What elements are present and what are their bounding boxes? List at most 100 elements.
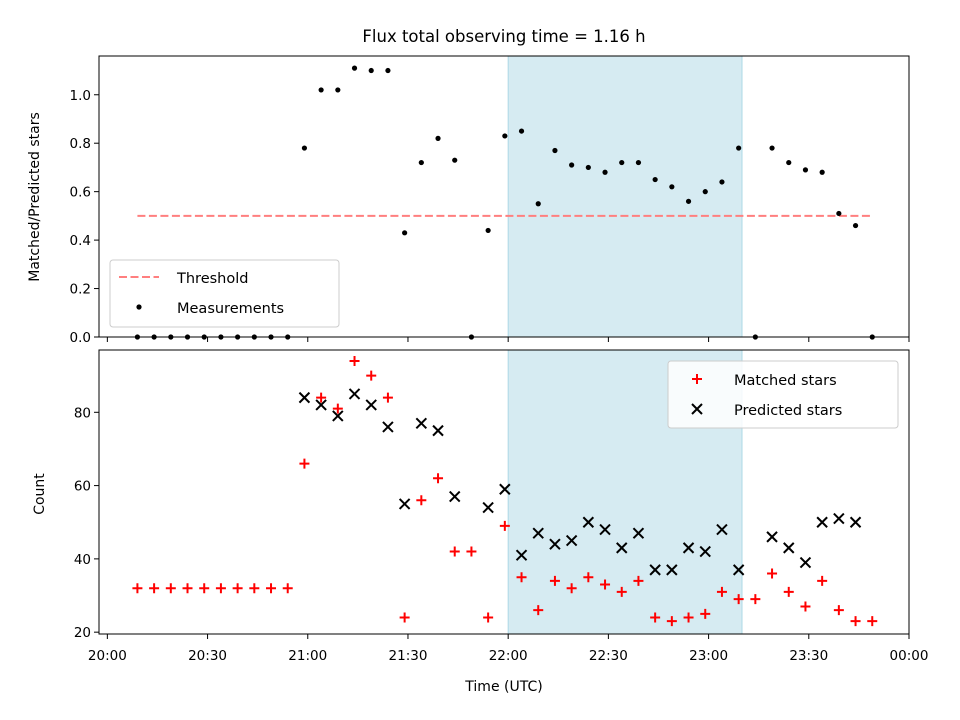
- chart-title: Flux total observing time = 1.16 h: [362, 27, 645, 46]
- data-point: [833, 512, 845, 525]
- data-point: [565, 534, 578, 547]
- data-point: [452, 157, 458, 163]
- legend: Matched stars Predicted stars: [667, 360, 899, 429]
- data-point: [619, 159, 625, 166]
- data-point: [649, 564, 661, 576]
- data-point: [736, 145, 742, 151]
- data-point: [769, 145, 775, 151]
- data-point: [449, 546, 460, 557]
- bottom-y-axis-label: Count: [32, 473, 48, 515]
- data-point: [502, 133, 508, 139]
- data-point: [585, 164, 591, 171]
- data-point: [549, 575, 560, 586]
- data-point: [399, 612, 410, 623]
- data-point: [600, 579, 611, 590]
- data-point: [385, 67, 391, 74]
- data-point: [599, 523, 611, 536]
- y-tick-label: 40: [74, 552, 91, 568]
- data-point: [669, 184, 675, 190]
- data-point: [432, 424, 444, 437]
- data-point: [566, 583, 577, 594]
- data-point: [700, 608, 711, 619]
- y-tick-label: 60: [74, 479, 91, 495]
- data-point: [215, 583, 226, 594]
- legend-box: [667, 360, 899, 429]
- data-point: [351, 65, 358, 71]
- x-tick-label: 21:30: [389, 648, 428, 664]
- data-point: [433, 473, 444, 484]
- y-tick-label: 0.8: [70, 136, 91, 152]
- data-point: [199, 583, 210, 594]
- data-point: [368, 67, 374, 74]
- data-point: [402, 230, 408, 236]
- data-point: [318, 87, 324, 93]
- data-point: [182, 583, 193, 594]
- data-point: [786, 159, 792, 166]
- data-point: [702, 189, 708, 195]
- y-tick-label: 0.4: [70, 233, 91, 249]
- data-point: [449, 490, 461, 503]
- data-point: [816, 516, 828, 528]
- data-point: [132, 583, 143, 594]
- data-point: [335, 87, 341, 93]
- data-point: [783, 542, 795, 554]
- data-point: [398, 498, 411, 510]
- y-tick-label: 1.0: [70, 88, 91, 104]
- data-point: [632, 527, 645, 539]
- data-point: [415, 417, 428, 429]
- data-point: [817, 575, 828, 586]
- data-point: [819, 169, 825, 175]
- data-point: [485, 227, 491, 234]
- x-tick-label: 00:00: [890, 648, 929, 664]
- data-point: [716, 523, 728, 536]
- data-point: [435, 135, 441, 141]
- x-tick-label: 20:00: [88, 648, 127, 664]
- y-tick-label: 0.6: [70, 185, 91, 201]
- data-point: [583, 572, 594, 583]
- data-point: [552, 147, 558, 154]
- data-point: [685, 198, 692, 204]
- data-point: [852, 222, 859, 229]
- data-point: [298, 391, 311, 404]
- data-point: [719, 179, 725, 185]
- legend-threshold-label: Threshold: [176, 271, 248, 287]
- data-point: [315, 399, 327, 411]
- data-point: [549, 538, 561, 550]
- data-point: [535, 201, 541, 207]
- data-point: [616, 586, 627, 597]
- legend-swatch: [691, 403, 703, 415]
- legend: Threshold Measurements: [109, 259, 340, 328]
- data-point: [499, 520, 510, 531]
- x-tick-label: 20:30: [188, 648, 227, 664]
- data-point: [382, 392, 393, 403]
- data-point: [483, 612, 494, 623]
- x-tick-label: 21:00: [288, 648, 327, 664]
- top-panel: 0.0 0.2 0.4 0.6 0.8 1.0 Threshold Measurements: [70, 55, 910, 346]
- legend-measurements-swatch: [136, 304, 142, 310]
- x-tick-label: 23:30: [789, 648, 828, 664]
- y-tick-label: 0.2: [70, 282, 91, 298]
- data-point: [282, 583, 293, 594]
- axes-frame: [98, 349, 910, 635]
- data-point: [532, 527, 544, 539]
- data-point: [602, 169, 608, 175]
- data-point: [316, 392, 327, 403]
- data-point: [482, 501, 494, 514]
- data-point: [836, 210, 842, 217]
- data-point: [332, 403, 343, 414]
- data-point: [515, 549, 528, 561]
- data-point: [232, 583, 243, 594]
- top-y-axis-label: Matched/Predicted stars: [27, 112, 43, 282]
- series-predicted-stars: [298, 388, 862, 576]
- data-point: [683, 612, 694, 623]
- data-point: [332, 410, 344, 422]
- data-point: [652, 176, 658, 183]
- data-point: [850, 616, 861, 627]
- legend-label: Predicted stars: [734, 403, 842, 419]
- data-point: [800, 601, 811, 612]
- data-point: [348, 388, 361, 400]
- data-point: [365, 399, 377, 411]
- data-point: [635, 159, 642, 166]
- data-point: [867, 616, 878, 627]
